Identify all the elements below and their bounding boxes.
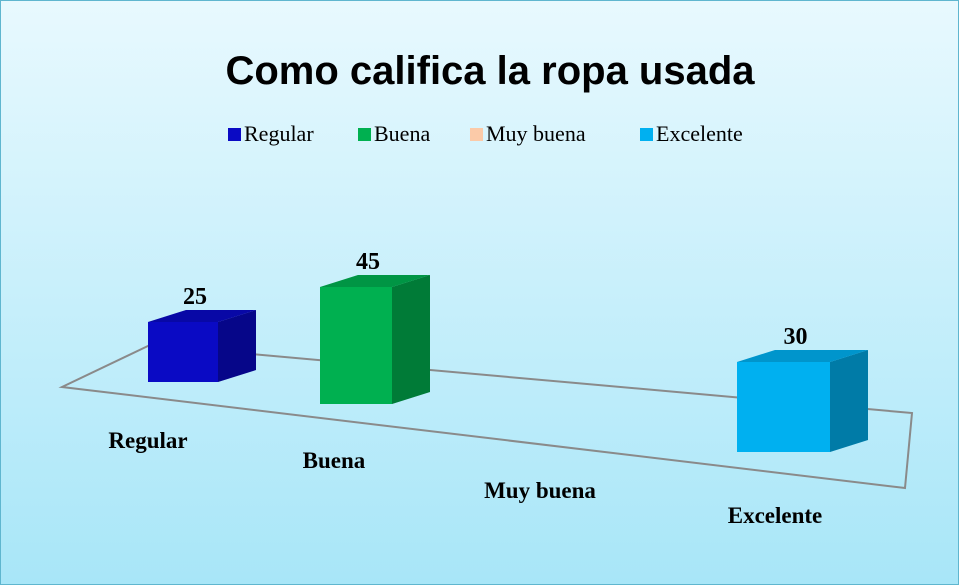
x-category-label: Regular — [108, 428, 187, 453]
bar-top — [320, 275, 430, 287]
bar — [320, 287, 392, 404]
legend-label: Buena — [374, 121, 430, 146]
floor — [58, 343, 914, 490]
bar-top-shade — [737, 350, 868, 362]
legend-swatch — [470, 128, 483, 141]
bar-top — [737, 350, 868, 362]
chart-title: Como califica la ropa usada — [225, 49, 755, 93]
x-category-label: Excelente — [728, 503, 823, 528]
bar-top — [148, 310, 256, 322]
x-category-label: Buena — [303, 448, 366, 473]
bar-top-shade — [320, 275, 430, 287]
legend-swatch — [228, 128, 241, 141]
bar-side-shade — [830, 350, 868, 452]
bar-side — [392, 275, 430, 404]
bar-side-shade — [218, 310, 256, 382]
legend-label: Muy buena — [486, 121, 586, 146]
data-label: 25 — [183, 284, 207, 310]
legend-label: Excelente — [656, 121, 743, 146]
legend-swatch — [640, 128, 653, 141]
data-label: 45 — [356, 249, 380, 275]
data-label: 30 — [784, 324, 808, 350]
legend-label: Regular — [244, 121, 314, 146]
legend-swatch — [358, 128, 371, 141]
bar-top-shade — [148, 310, 256, 322]
bar — [737, 362, 830, 452]
bar-side — [218, 310, 256, 382]
x-category-label: Muy buena — [484, 478, 596, 503]
bar-side — [830, 350, 868, 452]
bar — [148, 322, 218, 382]
bar-side-shade — [392, 275, 430, 404]
